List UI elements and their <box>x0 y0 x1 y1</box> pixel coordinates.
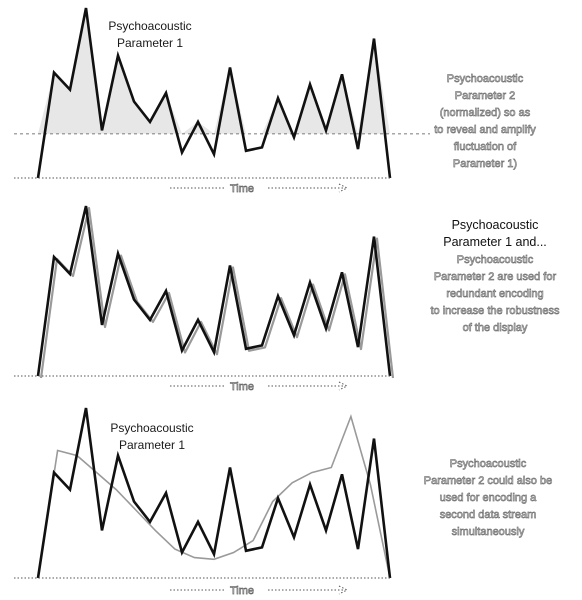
panel-1: Time Psychoacoustic Parameter 1 Psychoac… <box>14 7 537 195</box>
panel-2-side-line-1: Psychoacoustic <box>457 254 534 266</box>
panel-2: Time Psychoacoustic Parameter 1 and... P… <box>14 205 560 393</box>
panel-1-side-line-1: Psychoacoustic <box>447 73 524 85</box>
panel-1-arrowhead-icon <box>338 183 349 193</box>
panel-2-title-line-1: Psychoacoustic <box>452 218 539 232</box>
panel-1-time-label: Time <box>230 183 254 195</box>
panel-1-side-line-5: fluctuation of <box>454 141 517 153</box>
panel-1-side-line-3: (normalized) so as <box>440 107 531 119</box>
panel-3-arrowhead-icon <box>338 585 349 595</box>
panel-1-side-line-4: to reveal and amplify <box>434 124 536 136</box>
panel-2-side-line-4: to increase the robustness <box>430 305 560 317</box>
panel-3-time-label: Time <box>230 585 254 597</box>
panel-2-time-label: Time <box>230 381 254 393</box>
panel-2-title-line-2: Parameter 1 and... <box>443 235 547 249</box>
panel-2-side-line-5: of the display <box>463 322 528 334</box>
panel-2-arrowhead-icon <box>338 381 349 391</box>
panel-1-side-line-2: Parameter 2 <box>455 90 516 102</box>
panel-3-side-line-5: simultaneously <box>452 526 525 538</box>
panel-2-side-line-2: Parameter 2 are used for <box>434 271 557 283</box>
panel-3-side-line-2: Parameter 2 could also be <box>424 475 552 487</box>
panel-1-title-line-1: Psychoacoustic <box>108 19 191 33</box>
panel-1-side-line-6: Parameter 1) <box>453 158 517 170</box>
panel-3-parameter-1-line <box>36 407 392 579</box>
panel-3-side-line-1: Psychoacoustic <box>450 458 527 470</box>
panel-3-title-line-1: Psychoacoustic <box>110 421 193 435</box>
panel-2-side-line-3: redundant encoding <box>446 288 543 300</box>
panel-1-parameter-1-line <box>36 7 392 179</box>
panel-2-parameter-1-line <box>36 205 392 377</box>
panel-3-side-line-3: used for encoding a <box>440 492 538 504</box>
panel-2-parameter-2-shadow-line <box>39 206 395 379</box>
panel-1-side-note: Psychoacoustic Parameter 2 (normalized) … <box>434 73 537 171</box>
panel-3-parameter-2-line <box>37 413 391 579</box>
panel-3-title-line-2: Parameter 1 <box>119 438 185 452</box>
panel-2-side-note: Psychoacoustic Parameter 1 and... Psycho… <box>430 218 560 334</box>
panel-3: Time Psychoacoustic Parameter 1 Psychoac… <box>14 407 553 597</box>
panel-1-title-line-2: Parameter 1 <box>117 36 183 50</box>
panel-3-side-line-4: second data stream <box>440 509 537 521</box>
panel-1-shaded-area <box>38 8 390 134</box>
panel-3-side-note: Psychoacoustic Parameter 2 could also be… <box>423 458 552 539</box>
